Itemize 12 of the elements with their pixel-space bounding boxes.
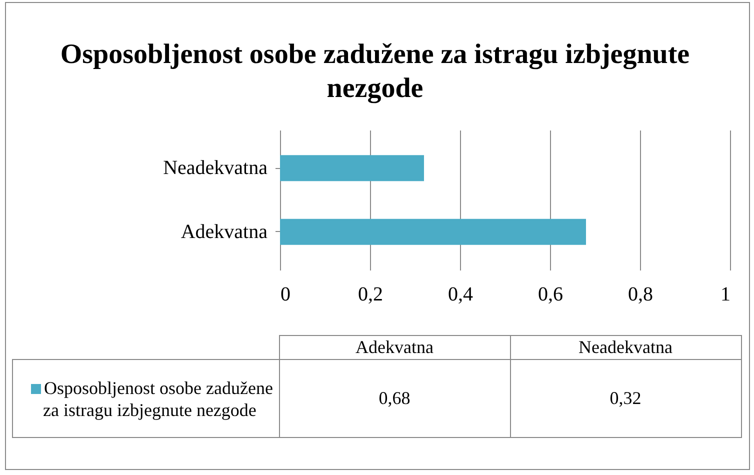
x-tick-label: 0,8 bbox=[628, 284, 653, 306]
text: 0,68 bbox=[378, 388, 410, 408]
x-tick-label: 0 bbox=[280, 284, 290, 306]
legend-label: Osposobljenost osobe zadužene za istragu izbjegnute nezgode bbox=[12, 360, 279, 438]
category-label: Adekvatna bbox=[356, 337, 434, 357]
chart-title: Osposobljenost osobe zadužene za istragu izbjegnute nezgode bbox=[60, 38, 690, 106]
x-tick-label: 0,6 bbox=[538, 284, 563, 306]
text: 0,32 bbox=[610, 388, 642, 408]
x-tick-label: 0,2 bbox=[358, 284, 383, 306]
x-tick-label: 1 bbox=[720, 284, 730, 306]
x-tick-label: 0,4 bbox=[448, 284, 473, 306]
category-label: Neadekvatna bbox=[578, 337, 672, 357]
